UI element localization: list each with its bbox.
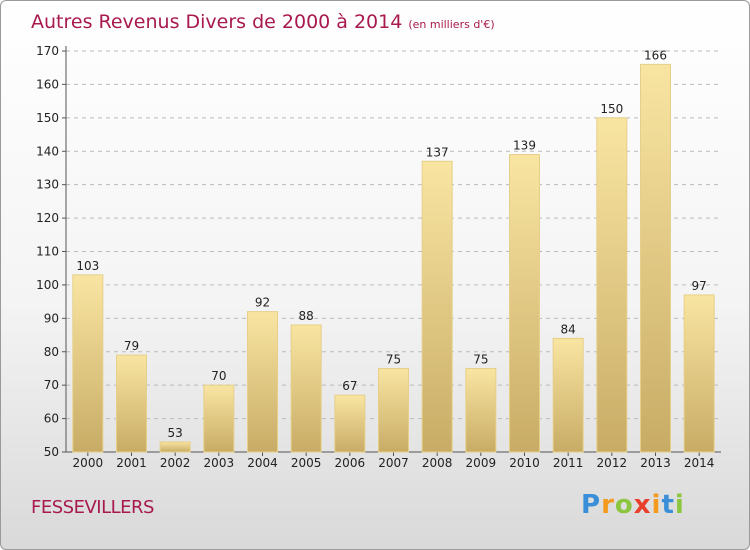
logo-letter: x: [633, 490, 652, 520]
data-label-2008: 137: [426, 145, 449, 159]
x-tick-label: 2009: [466, 456, 497, 470]
bars: [72, 63, 715, 453]
x-tick-label: 2005: [291, 456, 322, 470]
logo-letter: i: [651, 490, 662, 520]
data-label-2007: 75: [386, 352, 401, 366]
x-tick-label: 2003: [204, 456, 235, 470]
y-tick-label: 90: [44, 311, 59, 325]
x-tick-label: 2001: [116, 456, 147, 470]
x-tick-label: 2004: [247, 456, 278, 470]
axes: 50 60 70 80 90 100 110 120 130 140 150 160 170 2000 20…: [36, 44, 721, 470]
y-tick-label: 70: [44, 378, 59, 392]
data-label-2013: 166: [644, 48, 667, 62]
y-tick-label: 50: [44, 445, 59, 459]
x-tick-label: 2012: [597, 456, 628, 470]
unit-label: (en milliers d'€): [408, 18, 495, 31]
logo-letter: t: [661, 490, 675, 520]
y-tick-label: 110: [36, 245, 59, 259]
y-tick-label: 150: [36, 111, 59, 125]
bar-2007: [378, 367, 409, 453]
bar-2011: [552, 337, 584, 453]
y-tick-label: 60: [44, 412, 59, 426]
x-tick-label: 2007: [378, 456, 409, 470]
chart-title: Autres Revenus Divers de 2000 à 2014 (en …: [31, 11, 495, 33]
y-tick-label: 160: [36, 77, 59, 91]
data-label-2014: 97: [692, 279, 707, 293]
data-label-2002: 53: [168, 426, 183, 440]
y-tick-label: 120: [36, 211, 59, 225]
bar-2000: [72, 274, 104, 453]
title-text: Autres Revenus Divers de 2000 à 2014: [31, 11, 403, 33]
x-tick-label: 2013: [640, 456, 671, 470]
bar-2008: [421, 160, 453, 453]
x-tick-label: 2011: [553, 456, 584, 470]
data-label-2000: 103: [76, 259, 99, 273]
x-tick-label: 2000: [73, 456, 104, 470]
bar-2009: [465, 367, 497, 453]
y-tick-label: 100: [36, 278, 59, 292]
data-label-2003: 70: [211, 369, 226, 383]
bar-2010: [509, 154, 540, 453]
y-tick-label: 170: [36, 44, 59, 58]
data-label-2010: 139: [513, 139, 536, 153]
x-tick-label: 2010: [509, 456, 540, 470]
y-tick-label: 140: [36, 144, 59, 158]
bar-2002: [159, 441, 191, 453]
x-tick-label: 2006: [335, 456, 366, 470]
data-label-2005: 88: [299, 309, 314, 323]
bar-2012: [596, 117, 628, 453]
data-label-2011: 84: [561, 322, 576, 336]
data-label-2006: 67: [342, 379, 357, 393]
proxiti-logo: Proxiti: [581, 490, 685, 520]
bar-2001: [116, 354, 147, 453]
bar-2006: [334, 394, 366, 453]
bar-2004: [247, 311, 278, 453]
x-tick-label: 2014: [684, 456, 715, 470]
y-tick-label: 130: [36, 178, 59, 192]
logo-letter: i: [674, 490, 685, 520]
data-label-2012: 150: [600, 102, 623, 116]
logo-letter: o: [614, 490, 634, 520]
data-label-2001: 79: [124, 339, 139, 353]
logo-letter: r: [601, 490, 615, 520]
y-tick-label: 80: [44, 345, 59, 359]
data-labels: 103 79 53 70 92 88 67 75 137 75 139 84 150 166 97: [76, 48, 706, 440]
x-tick-label: 2002: [160, 456, 191, 470]
bar-2014: [683, 294, 715, 453]
data-label-2009: 75: [473, 352, 488, 366]
bar-2005: [290, 324, 322, 453]
location-label: FESSEVILLERS: [31, 497, 154, 518]
data-label-2004: 92: [255, 296, 270, 310]
bar-2013: [640, 63, 671, 453]
bar-2003: [203, 384, 235, 453]
logo-letter: P: [581, 490, 602, 520]
x-tick-label: 2008: [422, 456, 453, 470]
